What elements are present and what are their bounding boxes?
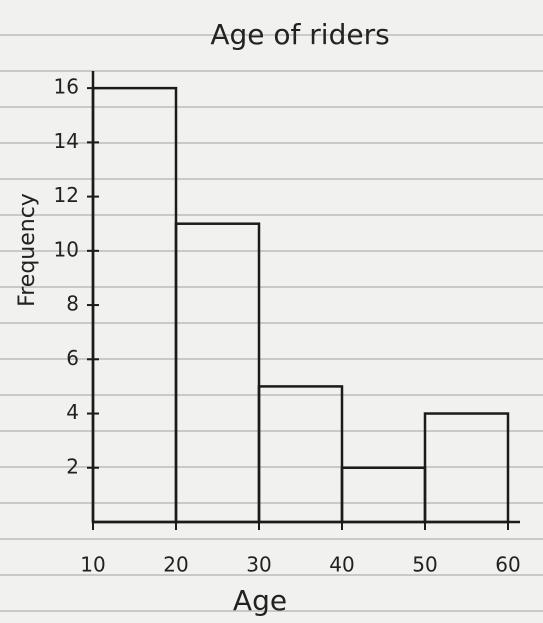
x-tick-label: 20 [163,553,188,577]
y-tick-label: 14 [54,129,79,153]
x-tick-label: 60 [495,553,520,577]
y-tick-label: 6 [66,346,79,370]
bar [340,466,427,524]
x-tick-label: 10 [80,553,105,577]
y-tick-label: 16 [54,75,79,99]
bar [423,412,510,524]
y-tick-label: 10 [54,237,79,261]
bar [91,86,178,524]
chart-title: Age of riders [210,18,389,51]
y-tick-label: 2 [66,454,79,478]
x-tick-label: 40 [329,553,354,577]
y-tick-label: 4 [66,400,79,424]
bar [257,385,344,524]
bar [174,222,261,524]
x-tick-label: 50 [412,553,437,577]
y-axis-label: Frequency [15,193,40,307]
x-tick-label: 30 [246,553,271,577]
y-tick-label: 12 [54,183,79,207]
x-axis-label: Age [233,584,287,617]
y-tick-label: 8 [66,292,79,316]
